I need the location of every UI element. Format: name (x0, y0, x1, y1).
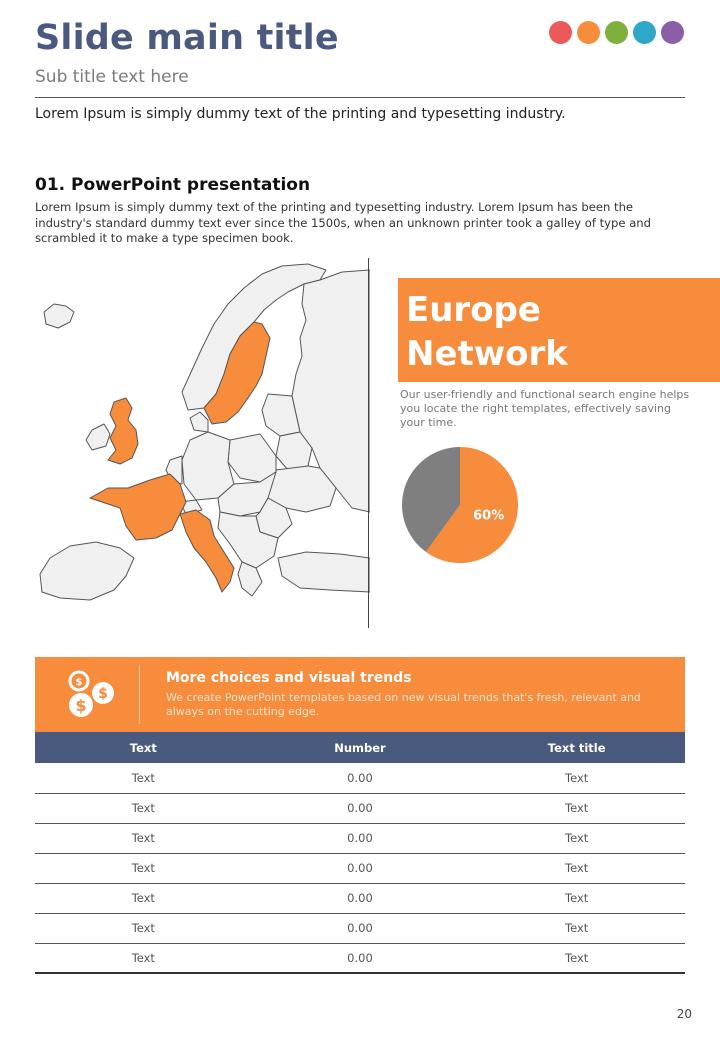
page-number: 20 (676, 1007, 692, 1021)
table-row: Text 0.00 Text (35, 823, 685, 854)
table-cell: Text (35, 913, 252, 944)
map-greece (237, 561, 263, 597)
map-sweden (203, 321, 271, 425)
table-cell: Text (468, 943, 685, 974)
table-header-cell: Number (251, 732, 469, 763)
map-uk (107, 397, 139, 465)
intro-text: Lorem Ipsum is simply dummy text of the … (35, 106, 566, 122)
header-divider (35, 97, 685, 98)
trends-banner: $ $ $ More choices and visual trends We … (35, 657, 685, 732)
section-body: Lorem Ipsum is simply dummy text of the … (35, 200, 652, 245)
table-cell: Text (35, 823, 252, 854)
table-cell: Text (468, 763, 685, 794)
table-row: Text 0.00 Text (35, 943, 685, 974)
map-germany (181, 431, 235, 501)
europe-map (30, 262, 370, 601)
table-cell: 0.00 (251, 793, 469, 824)
table-row: Text 0.00 Text (35, 793, 685, 824)
data-table: Text Number Text title Text 0.00 Text Te… (35, 732, 685, 974)
table-header-cell: Text (35, 732, 252, 763)
table-cell: Text (468, 883, 685, 914)
color-dot (577, 21, 600, 44)
dollar-coins-icon: $ $ $ (68, 670, 114, 717)
table-row: Text 0.00 Text (35, 883, 685, 914)
table-cell: 0.00 (251, 943, 469, 974)
map-turkey (277, 551, 370, 593)
map-denmark (189, 411, 209, 433)
color-dot (633, 21, 656, 44)
svg-text:$: $ (76, 677, 83, 688)
table-row: Text 0.00 Text (35, 853, 685, 884)
map-balkans (217, 511, 279, 569)
table-cell: Text (35, 793, 252, 824)
table-row: Text 0.00 Text (35, 763, 685, 794)
table-header-cell: Text title (468, 732, 685, 763)
banner-text: We create PowerPoint templates based on … (166, 691, 641, 718)
europe-title-line1: Europe (406, 290, 541, 330)
pie-slice-0 (425, 447, 518, 563)
map-iceland (43, 303, 75, 329)
europe-description: Our user-friendly and functional search … (400, 388, 690, 429)
table-cell: 0.00 (251, 763, 469, 794)
table-cell: Text (468, 823, 685, 854)
europe-title-line2: Network (406, 334, 568, 374)
map-iberia (39, 541, 135, 601)
table-cell: Text (468, 793, 685, 824)
table-header-row: Text Number Text title (35, 732, 685, 763)
pie-slice-1 (402, 447, 460, 552)
map-ireland (85, 423, 111, 451)
map-divider (368, 258, 369, 628)
color-dots (549, 21, 684, 44)
table-cell: 0.00 (251, 913, 469, 944)
map-france (89, 473, 187, 541)
table-cell: Text (468, 913, 685, 944)
svg-text:$: $ (75, 696, 86, 715)
table-cell: Text (35, 763, 252, 794)
svg-text:$: $ (98, 686, 108, 702)
table-cell: 0.00 (251, 853, 469, 884)
banner-separator (139, 665, 140, 724)
table-cell: Text (35, 943, 252, 974)
table-row: Text 0.00 Text (35, 913, 685, 944)
page-subtitle: Sub title text here (35, 67, 189, 87)
pie-chart: 60% (402, 447, 518, 563)
banner-title: More choices and visual trends (166, 670, 412, 686)
table-cell: 0.00 (251, 823, 469, 854)
map-italy (179, 509, 235, 593)
color-dot (549, 21, 572, 44)
map-poland (227, 433, 277, 483)
table-cell: Text (468, 853, 685, 884)
color-dot (661, 21, 684, 44)
table-cell: Text (35, 853, 252, 884)
pie-slice-label: 60% (473, 508, 504, 523)
page-title: Slide main title (35, 18, 339, 58)
table-cell: Text (35, 883, 252, 914)
table-cell: 0.00 (251, 883, 469, 914)
color-dot (605, 21, 628, 44)
section-heading: 01. PowerPoint presentation (35, 175, 311, 195)
europe-network-box: Europe Network (398, 278, 720, 382)
